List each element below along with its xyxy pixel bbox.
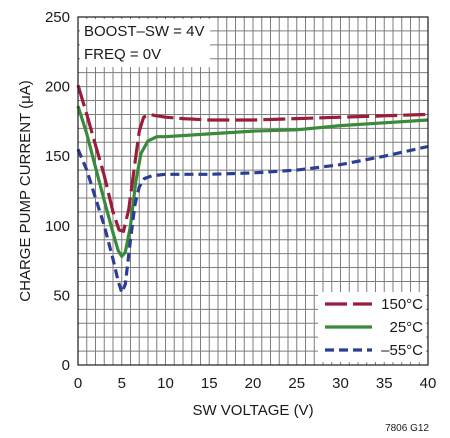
series-line-2 xyxy=(76,144,429,295)
y-tick-label: 250 xyxy=(45,9,70,26)
x-tick-label: 5 xyxy=(118,375,126,392)
x-axis-label: SW VOLTAGE (V) xyxy=(192,402,313,419)
x-tick-label: 15 xyxy=(201,375,218,392)
series-line-1 xyxy=(76,105,429,258)
y-tick-label: 50 xyxy=(53,287,70,304)
x-tick-label: 10 xyxy=(157,375,174,392)
y-tick-label: 100 xyxy=(45,218,70,235)
figure-code: 7806 G12 xyxy=(385,423,429,434)
x-tick-label: 40 xyxy=(420,375,437,392)
x-tick-label: 20 xyxy=(245,375,262,392)
legend-label-0: 150°C xyxy=(381,296,423,313)
legend: 150°C 25°C –55°C xyxy=(325,296,423,359)
series-line-0 xyxy=(76,84,429,233)
x-axis-ticks: 0 5 10 15 20 25 30 35 40 xyxy=(74,375,437,392)
x-tick-label: 25 xyxy=(288,375,305,392)
x-tick-label: 35 xyxy=(376,375,393,392)
data-curves xyxy=(76,84,429,295)
x-tick-label: 30 xyxy=(332,375,349,392)
annotation-background xyxy=(80,19,210,67)
y-axis-label: CHARGE PUMP CURRENT (μA) xyxy=(17,80,34,301)
annotation-freq: FREQ = 0V xyxy=(84,46,161,63)
plot-frame xyxy=(77,16,429,366)
y-tick-label: 150 xyxy=(45,148,70,165)
y-tick-label: 0 xyxy=(62,357,70,374)
annotation-boost-sw: BOOST–SW = 4V xyxy=(84,23,204,40)
x-tick-label: 0 xyxy=(74,375,82,392)
y-tick-label: 200 xyxy=(45,79,70,96)
y-axis-ticks: 0 50 100 150 200 250 xyxy=(45,9,70,374)
legend-label-1: 25°C xyxy=(389,319,423,336)
legend-label-2: –55°C xyxy=(381,342,423,359)
